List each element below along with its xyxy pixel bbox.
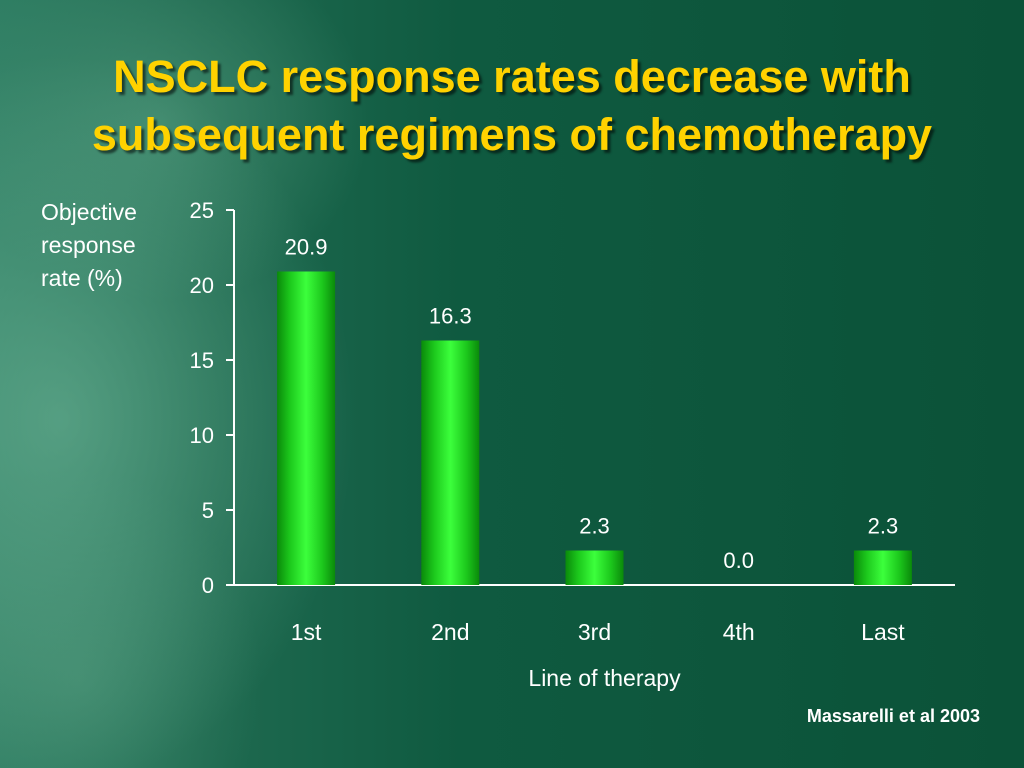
- x-category-label: Last: [861, 619, 905, 645]
- x-category-label: 4th: [723, 619, 755, 645]
- slide-title-line-2: subsequent regimens of chemotherapy: [91, 109, 933, 160]
- y-tick-label: 0: [202, 573, 214, 598]
- y-tick-label: 25: [190, 198, 214, 223]
- x-category-label: 2nd: [431, 619, 469, 645]
- y-axis-title-line-2: response: [41, 232, 136, 258]
- data-label: 20.9: [285, 235, 328, 260]
- y-axis-title-line-1: Objective: [41, 199, 137, 225]
- y-tick-label: 15: [190, 348, 214, 373]
- bar: [565, 550, 624, 585]
- y-axis-title: Objective response rate (%): [41, 196, 171, 295]
- bar: [853, 550, 912, 585]
- y-tick-label: 10: [190, 423, 214, 448]
- data-label: 2.3: [868, 514, 899, 539]
- y-axis-title-line-3: rate (%): [41, 265, 123, 291]
- y-tick-label: 5: [202, 498, 214, 523]
- data-label: 16.3: [429, 304, 472, 329]
- x-category-label: 1st: [291, 619, 322, 645]
- y-tick-label: 20: [190, 273, 214, 298]
- data-label: 0.0: [723, 548, 754, 573]
- bar: [277, 271, 336, 585]
- data-label: 2.3: [579, 514, 610, 539]
- citation: Massarelli et al 2003: [806, 706, 980, 726]
- bar: [421, 340, 480, 585]
- slide-title: NSCLC response rates decrease with subse…: [0, 48, 1024, 164]
- x-category-label: 3rd: [578, 619, 611, 645]
- slide-title-line-1: NSCLC response rates decrease with: [113, 51, 911, 102]
- x-axis-title: Line of therapy: [528, 665, 681, 691]
